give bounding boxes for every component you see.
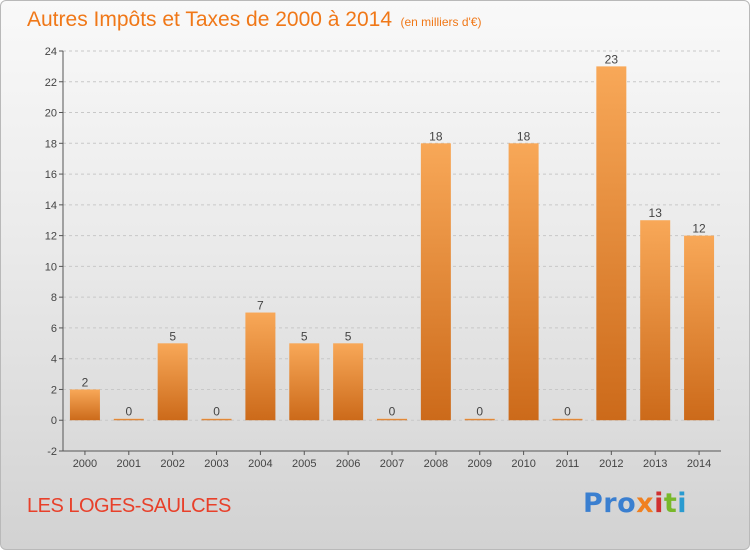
data-label: 18 [517, 129, 531, 143]
data-label: 13 [649, 206, 663, 220]
x-tick-label: 2014 [687, 458, 711, 470]
x-tick-label: 2011 [556, 458, 580, 470]
bar-2014 [684, 235, 715, 421]
x-tick-label: 2004 [248, 458, 272, 470]
y-tick-label: 2 [51, 384, 57, 396]
bars [69, 66, 715, 421]
logo-letter-i: i [654, 488, 664, 519]
bar-2006 [333, 343, 364, 421]
bar-2003 [201, 418, 232, 421]
y-tick-label: 18 [45, 138, 57, 150]
x-tick-label: 2000 [73, 458, 97, 470]
y-tick-label: 22 [45, 77, 57, 89]
y-tick-label: 24 [45, 46, 57, 58]
data-label: 5 [345, 329, 352, 343]
data-label: 5 [301, 329, 308, 343]
x-tick-label: 2002 [160, 458, 184, 470]
bar-2002 [157, 343, 188, 421]
y-tick-label: 20 [45, 108, 57, 120]
bar-2001 [113, 418, 144, 421]
x-tick-label: 2007 [380, 458, 404, 470]
y-tick-label: 6 [51, 323, 57, 335]
x-tick-label: 2013 [643, 458, 667, 470]
x-tick-label: 2009 [467, 458, 491, 470]
data-label: 0 [389, 405, 396, 419]
logo-letters-pro: Pro [583, 488, 637, 519]
data-label: 5 [169, 329, 176, 343]
chart-title-unit: (en milliers d'€) [400, 15, 482, 29]
bar-2009 [464, 418, 495, 421]
bar-2007 [377, 418, 407, 421]
y-tick-label: 4 [51, 354, 57, 366]
bar-2011 [552, 418, 583, 421]
commune-name: LES LOGES-SAULCES [27, 495, 231, 517]
x-tick-label: 2012 [599, 458, 623, 470]
y-tick-label: 14 [45, 200, 57, 212]
data-label: 0 [564, 405, 571, 419]
x-tick-label: 2010 [511, 458, 535, 470]
bar-2004 [245, 312, 276, 421]
y-tick-label: 10 [45, 261, 57, 273]
logo-letter-t: t [663, 488, 678, 519]
x-tick-label: 2008 [424, 458, 448, 470]
data-label: 7 [257, 299, 264, 313]
bar-2000 [69, 389, 100, 421]
proxiti-logo[interactable]: Proxiti [583, 488, 687, 519]
chart-title: Autres Impôts et Taxes de 2000 à 2014 (e… [27, 8, 481, 32]
logo-letter-x: x [636, 488, 655, 519]
x-tick-label: 2006 [336, 458, 360, 470]
bar-2010 [508, 143, 539, 421]
data-label: 12 [692, 222, 706, 236]
bar-2005 [289, 343, 320, 421]
bar-2008 [420, 143, 451, 421]
data-label: 0 [213, 405, 220, 419]
bar-2012 [596, 66, 627, 421]
chart-title-main: Autres Impôts et Taxes de 2000 à 2014 [27, 8, 393, 31]
data-label: 2 [82, 375, 89, 389]
x-tick-label: 2001 [117, 458, 141, 470]
data-label: 18 [429, 129, 443, 143]
y-tick-label: 0 [51, 415, 57, 427]
x-tick-label: 2005 [292, 458, 316, 470]
logo-letter-i2: i [677, 488, 688, 519]
bar-2013 [640, 220, 671, 421]
data-label: 0 [125, 405, 132, 419]
y-tick-label: 16 [45, 169, 57, 181]
data-label: 0 [476, 405, 483, 419]
y-tick-label: -2 [47, 446, 57, 458]
data-label: 23 [605, 52, 619, 66]
data-labels: 2 0 5 0 7 5 5 0 18 0 18 0 23 13 12 [82, 52, 706, 418]
x-tick-label: 2003 [204, 458, 228, 470]
y-tick-label: 12 [45, 231, 57, 243]
y-tick-label: 8 [51, 292, 57, 304]
